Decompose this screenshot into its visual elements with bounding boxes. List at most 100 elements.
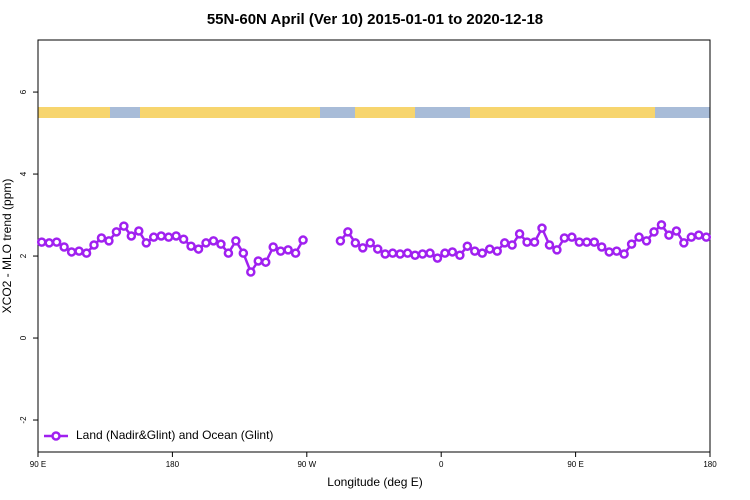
data-point: [440, 248, 450, 258]
data-point: [193, 244, 204, 254]
data-point: [649, 227, 659, 237]
legend-label: Land (Nadir&Glint) and Ocean (Glint): [76, 428, 273, 442]
data-point: [253, 256, 264, 266]
data-point: [492, 246, 502, 256]
plot-frame: [37, 39, 711, 453]
data-point: [66, 247, 77, 257]
land-ocean-strip: [38, 107, 710, 118]
data-point: [402, 248, 413, 258]
y-tick-label: 0: [19, 335, 28, 340]
data-point: [163, 232, 174, 242]
x-axis-label: Longitude (deg E): [327, 475, 422, 489]
data-point: [656, 220, 667, 230]
data-point: [447, 247, 458, 257]
data-point: [216, 239, 226, 249]
data-point: [552, 245, 562, 255]
data-point: [372, 244, 383, 254]
data-point: [141, 238, 152, 248]
data-point: [671, 226, 682, 236]
data-point: [275, 246, 286, 256]
data-point: [484, 244, 495, 254]
data-point: [596, 242, 607, 252]
data-point: [694, 230, 704, 240]
data-point: [410, 250, 420, 260]
data-point: [544, 240, 555, 250]
y-axis-label: XCO2 - MLO trend (ppm): [0, 179, 14, 314]
data-point: [701, 232, 712, 242]
data-point: [44, 238, 54, 248]
data-point: [246, 267, 256, 277]
data-point: [89, 240, 99, 250]
data-point: [589, 237, 600, 247]
data-point: [201, 238, 211, 248]
data-point: [171, 231, 181, 241]
y-tick-label: -2: [19, 416, 28, 424]
data-point: [507, 240, 517, 250]
data-point: [119, 221, 129, 231]
data-point: [298, 235, 308, 245]
data-point: [365, 238, 376, 248]
data-point: [499, 238, 510, 248]
data-point: [387, 248, 398, 258]
x-tick-label: 180: [166, 460, 180, 469]
data-point: [634, 232, 644, 242]
data-point: [290, 248, 301, 258]
data-point: [223, 248, 234, 258]
data-point: [395, 249, 405, 259]
data-point: [559, 233, 570, 243]
data-point: [425, 248, 435, 258]
data-point: [350, 238, 361, 248]
data-point: [96, 233, 107, 243]
data-point: [686, 232, 697, 242]
data-point: [380, 249, 390, 259]
data-point: [604, 247, 614, 257]
data-point: [268, 242, 278, 252]
y-tick-label: 6: [19, 89, 28, 94]
x-tick-label: 0: [439, 460, 444, 469]
data-point: [514, 229, 525, 239]
data-point: [619, 249, 629, 259]
data-point: [283, 245, 293, 255]
data-point: [567, 232, 577, 242]
data-point: [574, 237, 585, 247]
data-point: [470, 246, 480, 256]
data-point: [432, 253, 443, 263]
x-tick-label: 90 W: [297, 460, 316, 469]
data-point: [358, 243, 368, 253]
data-point: [462, 241, 473, 251]
data-point: [537, 223, 547, 233]
y-tick-label: 4: [19, 171, 28, 176]
data-point: [51, 237, 62, 247]
x-tick-label: 90 E: [30, 460, 46, 469]
data-point: [664, 230, 674, 240]
data-point: [641, 236, 652, 246]
data-point: [59, 242, 69, 252]
data-point: [104, 236, 114, 246]
data-point: [231, 236, 241, 246]
data-point: [238, 248, 249, 258]
data-point: [679, 238, 689, 248]
data-point: [208, 236, 219, 246]
data-point: [156, 231, 166, 241]
data-point: [126, 231, 137, 241]
data-point: [626, 239, 637, 249]
data-point: [111, 227, 122, 237]
data-point: [148, 232, 159, 242]
x-tick-label: 90 E: [567, 460, 583, 469]
data-point: [260, 257, 271, 267]
data-point: [417, 249, 428, 259]
data-point: [134, 226, 144, 236]
chart-title: 55N-60N April (Ver 10) 2015-01-01 to 202…: [207, 11, 543, 28]
data-point: [343, 227, 353, 237]
data-point: [477, 248, 488, 258]
data-point: [186, 241, 196, 251]
data-point: [455, 250, 465, 260]
x-tick-label: 180: [703, 460, 717, 469]
data-point: [178, 234, 189, 244]
data-point: [611, 246, 622, 256]
data-point: [522, 237, 532, 247]
data-point: [36, 237, 47, 247]
data-point: [582, 237, 592, 247]
y-tick-label: 2: [19, 253, 28, 258]
data-point: [529, 237, 540, 247]
